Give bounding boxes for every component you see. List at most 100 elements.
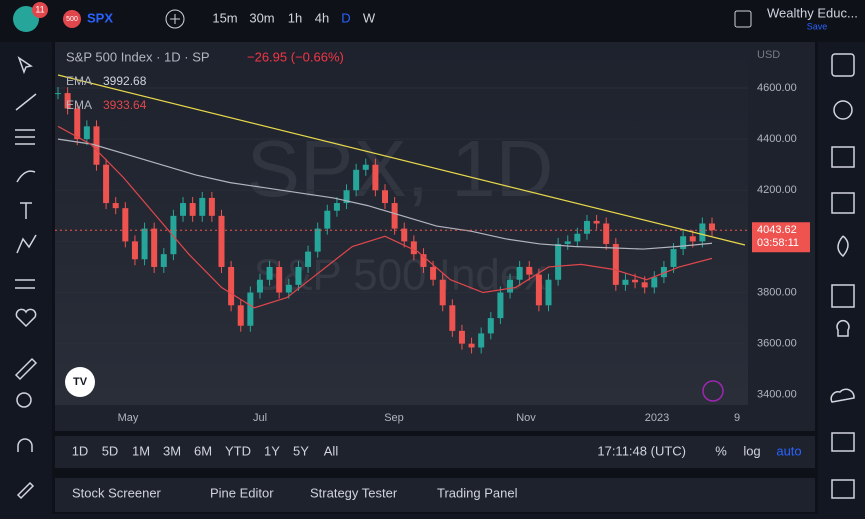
- time-axis: [55, 405, 815, 431]
- candle: [131, 241, 138, 260]
- candle: [189, 203, 196, 216]
- candle: [382, 190, 388, 204]
- candle: [237, 305, 244, 326]
- candle: [160, 254, 167, 267]
- right-sidebar: [818, 42, 865, 514]
- candle: [103, 164, 110, 204]
- range-bar: [55, 436, 815, 468]
- trend-line[interactable]: [57, 74, 746, 246]
- sidebar-icons[interactable]: [830, 53, 855, 499]
- candle: [141, 228, 148, 260]
- indicator-name: EMA: [66, 74, 92, 88]
- range[interactable]: 1D: [72, 443, 89, 458]
- range[interactable]: 3M: [163, 443, 181, 458]
- scale-option[interactable]: log: [743, 443, 760, 458]
- candle: [487, 318, 494, 334]
- candle: [497, 292, 504, 319]
- bottom-tab[interactable]: Trading Panel: [437, 485, 518, 500]
- currency: USD: [757, 49, 780, 61]
- y-tick-label: 3600.00: [757, 338, 797, 350]
- candle: [410, 241, 417, 255]
- y-tick-label: 3400.00: [757, 389, 797, 401]
- bottom-tab[interactable]: Pine Editor: [210, 485, 274, 500]
- interval[interactable]: 15m: [212, 10, 237, 25]
- badge-count: 11: [35, 4, 44, 14]
- y-tick-label: 3800.00: [757, 286, 797, 298]
- interval[interactable]: W: [363, 10, 376, 25]
- candle: [83, 126, 90, 140]
- candle: [699, 223, 706, 242]
- candle: [353, 169, 360, 191]
- candle: [228, 266, 235, 306]
- candle: [564, 241, 571, 244]
- y-tick-label: 4200.00: [757, 184, 797, 196]
- symbol[interactable]: SPX: [87, 10, 113, 25]
- drawing-tools[interactable]: [14, 56, 38, 500]
- watermark-sub: S&P 500 Index: [254, 251, 547, 300]
- candle: [199, 197, 206, 216]
- y-tick-label: 4600.00: [757, 82, 797, 94]
- candle: [651, 277, 658, 288]
- candle: [526, 266, 533, 275]
- candle: [516, 266, 523, 280]
- candle: [305, 251, 312, 267]
- candle: [55, 93, 61, 95]
- range[interactable]: All: [324, 443, 339, 458]
- ema-line: [57, 125, 713, 309]
- badge: [32, 2, 48, 18]
- candle: [343, 190, 350, 204]
- bottom-tab[interactable]: Strategy Tester: [310, 485, 398, 500]
- tv-logo-text: TV: [73, 376, 88, 388]
- candle: [458, 330, 465, 344]
- candle: [276, 266, 283, 293]
- add-icon: [170, 14, 180, 24]
- range[interactable]: 1M: [132, 443, 150, 458]
- tv-logo: [65, 367, 95, 397]
- watermark: SPX, 1D: [247, 124, 554, 213]
- interval[interactable]: D: [341, 10, 350, 25]
- candle: [555, 243, 562, 280]
- account-name[interactable]: Wealthy Educ...: [767, 5, 858, 20]
- ema-line: [57, 138, 713, 250]
- candle: [266, 266, 273, 280]
- range[interactable]: 5Y: [293, 443, 309, 458]
- indicator-value: 3933.64: [103, 98, 147, 112]
- add-icon[interactable]: [165, 9, 185, 29]
- layout-icon[interactable]: [734, 10, 752, 28]
- candle: [122, 208, 129, 242]
- price-tag: [752, 222, 810, 253]
- range[interactable]: YTD: [225, 443, 251, 458]
- x-tick-label: May: [118, 412, 139, 424]
- range[interactable]: 1Y: [264, 443, 280, 458]
- candle: [507, 279, 514, 293]
- candle: [333, 203, 340, 211]
- scale-option[interactable]: auto: [776, 443, 801, 458]
- range[interactable]: 6M: [194, 443, 212, 458]
- interval[interactable]: 4h: [315, 10, 329, 25]
- candle: [362, 164, 369, 170]
- flash-icon[interactable]: [702, 380, 724, 402]
- indicator-name: EMA: [66, 98, 92, 112]
- interval[interactable]: 1h: [288, 10, 302, 25]
- interval[interactable]: 30m: [249, 10, 274, 25]
- clock: 17:11:48 (UTC): [597, 443, 686, 458]
- candle: [468, 343, 475, 348]
- x-tick-label: 9: [734, 412, 740, 424]
- chart-pane: [55, 42, 748, 405]
- candle: [64, 93, 71, 109]
- candle: [324, 210, 331, 229]
- range[interactable]: 5D: [102, 443, 119, 458]
- candle: [449, 305, 456, 331]
- bottom-tab[interactable]: Stock Screener: [72, 485, 162, 500]
- scale-option[interactable]: %: [715, 443, 727, 458]
- candle: [478, 333, 485, 348]
- y-tick-label: 4400.00: [757, 133, 797, 145]
- change: −26.95 (−0.66%): [247, 49, 344, 64]
- indicator-value: 3992.68: [103, 74, 147, 88]
- candle: [285, 284, 292, 293]
- candle: [218, 215, 225, 267]
- candle: [545, 279, 552, 306]
- x-tick-label: Sep: [384, 412, 404, 424]
- save[interactable]: Save: [807, 21, 828, 31]
